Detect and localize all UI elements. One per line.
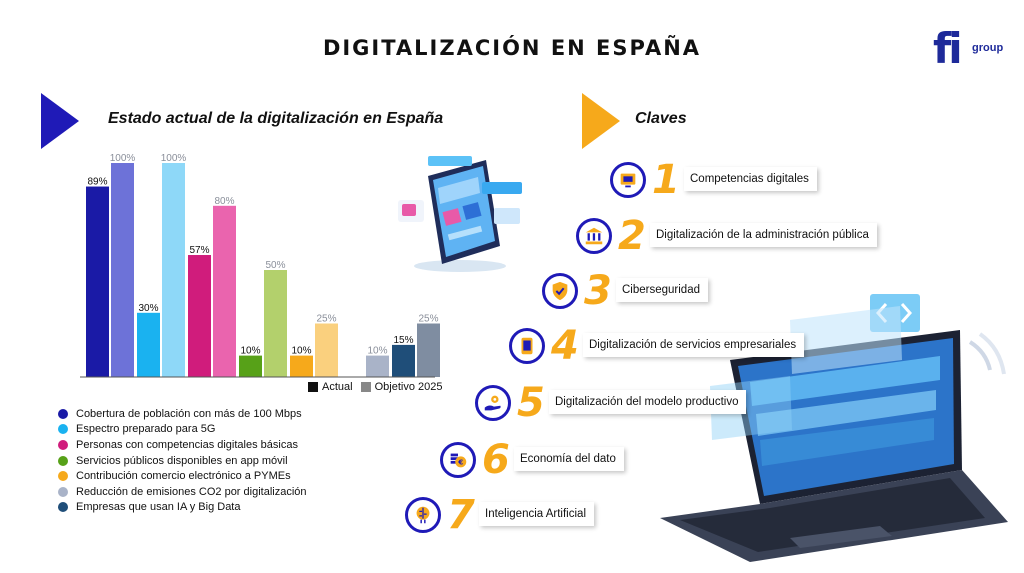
category-legend-item: Cobertura de población con más de 100 Mb…	[58, 406, 307, 422]
legend-dot-icon	[58, 502, 68, 513]
data-label-actual-3: 57%	[189, 245, 209, 256]
data-label-actual-4: 10%	[240, 346, 260, 357]
data-label-actual-1: 89%	[87, 177, 107, 188]
orange-triangle-marker	[582, 93, 620, 149]
data-label-actual-7: 15%	[393, 335, 413, 346]
clave-label: Economía del dato	[514, 447, 624, 471]
clave-label: Digitalización de la administración públ…	[650, 223, 877, 247]
data-label-actual-5: 10%	[291, 346, 311, 357]
clave-label: Inteligencia Artificial	[479, 502, 594, 526]
category-legend-label: Espectro preparado para 5G	[76, 423, 216, 436]
bar-actual-2	[137, 312, 160, 377]
bar-actual-5	[290, 355, 313, 377]
clave-label: Ciberseguridad	[616, 278, 708, 302]
government-building-icon	[576, 218, 612, 254]
laptop-illustration-icon	[660, 294, 1008, 562]
legend-dot-icon	[58, 486, 68, 497]
clave-number: 5	[517, 380, 545, 426]
legend-item-actual: Actual	[308, 381, 353, 393]
clave-label: Digitalización del modelo productivo	[549, 390, 747, 414]
category-legend-item: Servicios públicos disponibles en app mó…	[58, 453, 307, 469]
logo-mark: fi	[933, 24, 963, 73]
smartphone-illustration-icon	[398, 156, 522, 272]
logo-sub: group	[972, 42, 1004, 54]
legend-swatch-objetivo	[360, 382, 371, 392]
category-legend-label: Contribución comercio electrónico a PYME…	[76, 470, 291, 483]
category-legend-label: Personas con competencias digitales bási…	[76, 438, 298, 451]
clave-number: 4	[551, 323, 579, 369]
bar-actual-1	[86, 186, 109, 377]
clave-number: 2	[618, 213, 646, 259]
fi-group-logo: fi group	[933, 24, 1003, 80]
tablet-icon	[509, 328, 545, 364]
page-title: DIGITALIZACIÓN EN ESPAÑA	[322, 36, 702, 60]
category-legend-item: Reducción de emisiones CO2 por digitaliz…	[58, 484, 307, 500]
bar-objetivo-6	[366, 355, 389, 377]
legend-dot-icon	[58, 439, 68, 450]
category-legend-label: Servicios públicos disponibles en app mó…	[76, 454, 288, 467]
legend-swatch-actual	[308, 382, 318, 392]
data-label-objetivo-1: 100%	[110, 153, 136, 164]
category-legend-label: Cobertura de población con más de 100 Mb…	[76, 407, 302, 420]
data-label-objetivo-7: 25%	[418, 314, 438, 325]
clave-label: Digitalización de servicios empresariale…	[583, 333, 805, 357]
legend-dot-icon	[58, 455, 68, 466]
bar-actual-4	[239, 355, 262, 377]
data-label-objetivo-5: 25%	[316, 314, 336, 325]
category-legend-item: Personas con competencias digitales bási…	[58, 437, 307, 453]
category-legend-item: Empresas que usan IA y Big Data	[58, 500, 307, 516]
data-label-actual-2: 30%	[138, 303, 158, 314]
bar-chart: 89% 100% 30% 100% 57% 80% 10% 50% 10% 25% 10% 15% 25…	[80, 153, 440, 378]
data-label-objetivo-3: 80%	[214, 196, 234, 207]
monitor-icon	[610, 162, 646, 198]
bar-objetivo-1	[111, 163, 134, 377]
category-legend-label: Reducción de emisiones CO2 por digitaliz…	[76, 485, 307, 498]
chart-legend: Actual Objetivo 2025	[308, 381, 442, 393]
legend-label-objetivo: Objetivo 2025	[374, 381, 443, 393]
bar-objetivo-5	[315, 323, 338, 377]
legend-dot-icon	[58, 408, 68, 419]
clave-number: 3	[584, 268, 612, 314]
bar-objetivo-7	[417, 323, 440, 377]
category-legend-item: Contribución comercio electrónico a PYME…	[58, 468, 307, 484]
data-label-objetivo-4: 50%	[265, 260, 285, 271]
clave-number: 1	[652, 157, 680, 203]
clave-label: Competencias digitales	[684, 167, 817, 191]
category-legend-item: Espectro preparado para 5G	[58, 422, 307, 438]
clave-number: 6	[482, 437, 510, 483]
blue-triangle-marker	[41, 93, 79, 149]
left-section-title: Estado actual de la digitalización en Es…	[108, 110, 444, 127]
bar-objetivo-2	[162, 163, 185, 377]
bar-objetivo-4	[264, 270, 287, 377]
data-label-objetivo-6: 10%	[367, 346, 387, 357]
data-label-objetivo-2: 100%	[161, 153, 187, 164]
legend-dot-icon	[58, 424, 68, 435]
clave-number: 7	[447, 492, 475, 538]
hand-gear-icon	[475, 385, 511, 421]
svg-text:€: €	[457, 458, 463, 467]
shield-check-icon	[542, 273, 578, 309]
right-section-title: Claves	[635, 110, 687, 127]
bar-actual-7	[392, 344, 415, 377]
legend-label-actual: Actual	[322, 381, 353, 393]
bar-objetivo-3	[213, 205, 236, 377]
brain-circuit-icon	[405, 497, 441, 533]
category-legend: Cobertura de población con más de 100 Mb…	[58, 406, 307, 515]
category-legend-label: Empresas que usan IA y Big Data	[76, 501, 241, 514]
coins-icon: €	[440, 442, 476, 478]
legend-dot-icon	[58, 471, 68, 482]
legend-item-objetivo: Objetivo 2025	[360, 381, 443, 393]
bar-actual-3	[188, 255, 211, 377]
